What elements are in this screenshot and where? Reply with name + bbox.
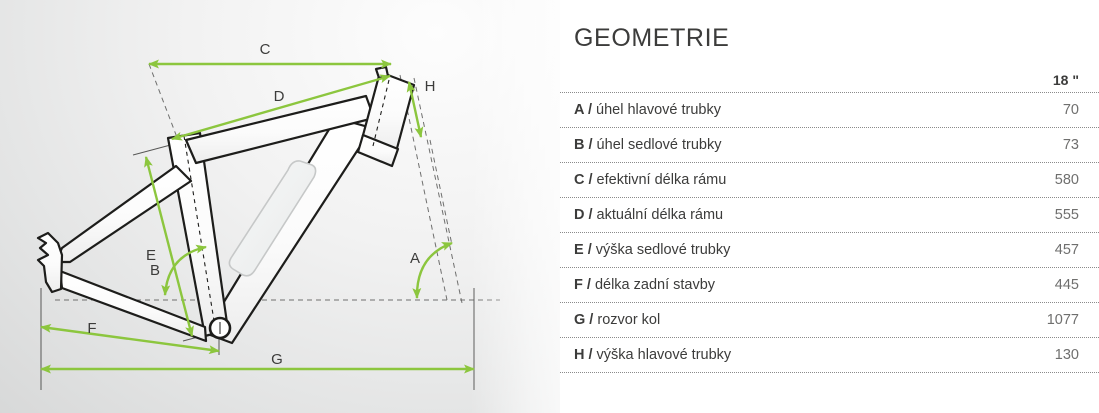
table-row: C / efektivní délka rámu 580: [560, 162, 1099, 197]
geometry-value: 457: [1054, 242, 1079, 258]
dimension-letters: C D H E B A F G: [87, 41, 435, 368]
dimension-arrow-h: [406, 81, 424, 138]
table-row: F / délka zadní stavby 445: [560, 267, 1099, 302]
dimension-label-h: H: [425, 78, 436, 95]
dimension-label-e: E: [146, 247, 156, 264]
battery-shape: [228, 160, 317, 277]
geometry-label: E / výška sedlové trubky: [574, 242, 731, 258]
dimension-label-d: D: [274, 88, 285, 105]
geometry-label: H / výška hlavové trubky: [574, 347, 732, 363]
geometry-table: A / úhel hlavové trubky 70 B / úhel sedl…: [560, 92, 1099, 373]
dimension-label-a: A: [410, 250, 420, 267]
table-row: E / výška sedlové trubky 457: [560, 232, 1099, 267]
geometry-label: G / rozvor kol: [574, 312, 661, 328]
table-row: D / aktuální délka rámu 555: [560, 197, 1099, 232]
bottom-bracket: [208, 316, 232, 340]
geometry-value: 1077: [1046, 312, 1079, 328]
geometry-table-panel: GEOMETRIE 18 " A / úhel hlavové trubky 7…: [560, 0, 1099, 413]
dimension-label-g: G: [271, 351, 283, 368]
dimension-label-c: C: [260, 41, 271, 58]
geometry-label: F / délka zadní stavby: [574, 277, 716, 293]
page-title: GEOMETRIE: [574, 24, 730, 52]
dimension-label-b: B: [150, 262, 160, 279]
bicycle-frame-geometry-drawing: C D H E B A F G: [36, 41, 500, 390]
frame-outline: [36, 65, 416, 345]
dimension-arrow-f: [40, 323, 220, 355]
dimension-arrows: [40, 59, 475, 374]
geometry-label: C / efektivní délka rámu: [574, 172, 727, 188]
geometry-label: B / úhel sedlové trubky: [574, 137, 722, 153]
geometry-value: 130: [1054, 347, 1079, 363]
table-row: A / úhel hlavové trubky 70: [560, 92, 1099, 127]
dimension-label-f: F: [87, 320, 96, 337]
geometry-value: 555: [1054, 207, 1079, 223]
dimension-arrow-a: [412, 241, 453, 299]
table-row: H / výška hlavové trubky 130: [560, 337, 1099, 373]
size-column-header: 18 ": [1052, 72, 1079, 88]
frame-diagram-panel: C D H E B A F G: [0, 0, 600, 413]
geometry-value: 445: [1054, 277, 1079, 293]
table-row: G / rozvor kol 1077: [560, 302, 1099, 337]
geometry-value: 70: [1062, 102, 1079, 118]
geometry-label: A / úhel hlavové trubky: [574, 102, 721, 118]
table-row: B / úhel sedlové trubky 73: [560, 127, 1099, 162]
geometry-label: D / aktuální délka rámu: [574, 207, 724, 223]
geometry-value: 580: [1054, 172, 1079, 188]
dimension-arrow-d: [171, 74, 391, 141]
geometry-value: 73: [1062, 137, 1079, 153]
dimension-arrow-b: [161, 244, 207, 296]
